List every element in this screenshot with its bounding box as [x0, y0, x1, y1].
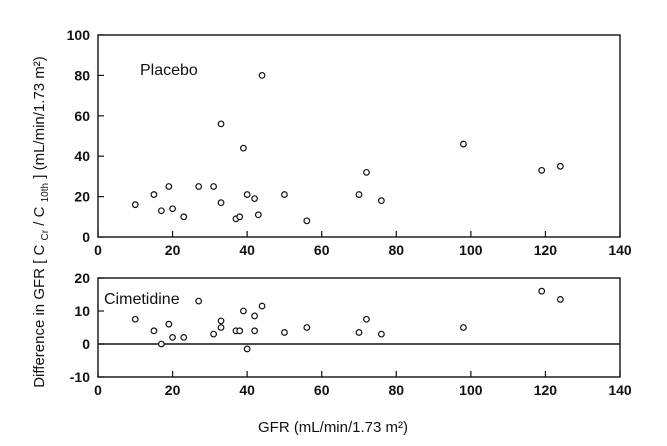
data-point	[217, 120, 225, 128]
y-axis-title-prefix: Difference in GFR	[31, 264, 48, 388]
data-point	[460, 140, 467, 148]
y-axis-ratio-numerator: C	[31, 245, 48, 256]
data-point	[258, 71, 266, 79]
data-point	[538, 166, 546, 174]
placebo-x-ticks: 0 20 40 60 80 100 120 140	[94, 231, 632, 258]
data-point	[217, 317, 225, 325]
placebo-panel: 0 20 40 60 80 100 120 140 0 20 40 60 80 100 Placebo	[67, 27, 632, 258]
data-point	[251, 327, 259, 335]
y-axis-title-suffix: (mL/min/1.73 m²)	[31, 56, 48, 170]
data-point	[131, 315, 139, 323]
data-point	[217, 324, 225, 331]
y-axis-bracket-open: [	[31, 259, 48, 264]
data-point	[157, 207, 165, 215]
cimetidine-points	[131, 287, 564, 353]
y-tick-label: 20	[74, 270, 90, 286]
data-point	[210, 183, 217, 190]
x-axis-title: GFR (mL/min/1.73 m²)	[258, 419, 408, 436]
data-point	[355, 191, 363, 198]
x-tick-label: 0	[94, 382, 102, 398]
data-point	[180, 213, 188, 221]
data-point	[217, 199, 225, 207]
cimetidine-plot-frame	[97, 277, 621, 378]
x-tick-label: 80	[388, 382, 404, 398]
data-point	[258, 302, 266, 310]
data-point	[150, 191, 158, 198]
data-point	[240, 307, 247, 315]
x-tick-label: 60	[314, 242, 330, 258]
data-point	[303, 324, 311, 331]
data-point	[355, 329, 363, 336]
x-tick-label: 40	[239, 242, 255, 258]
y-axis-ratio-numerator-sub: Cr	[40, 229, 51, 240]
x-tick-label: 140	[608, 242, 632, 258]
data-point	[243, 345, 251, 353]
x-tick-label: 80	[388, 242, 404, 258]
data-point	[180, 334, 188, 341]
data-point	[157, 340, 165, 348]
y-tick-label: -10	[70, 369, 90, 385]
data-point	[169, 334, 176, 341]
x-tick-label: 140	[608, 382, 632, 398]
x-tick-label: 120	[534, 382, 558, 398]
data-point	[236, 213, 244, 221]
y-tick-label: 0	[82, 229, 90, 245]
x-tick-label: 0	[94, 242, 102, 258]
data-point	[195, 297, 203, 305]
cimetidine-x-ticks: 0 20 40 60 80 100 120 140	[94, 371, 632, 398]
data-point	[210, 330, 217, 338]
y-axis-ratio-slash: /	[31, 221, 48, 226]
y-tick-label: 0	[82, 336, 90, 352]
data-point	[377, 330, 385, 338]
x-tick-label: 40	[239, 382, 255, 398]
placebo-y-ticks: 0 20 40 60 80 100	[67, 27, 104, 245]
data-point	[236, 327, 244, 335]
data-point	[460, 324, 467, 331]
x-tick-label: 20	[165, 382, 181, 398]
data-point	[556, 296, 564, 303]
data-point	[254, 211, 262, 219]
x-tick-label: 60	[314, 382, 330, 398]
data-point	[556, 162, 564, 170]
data-point	[251, 195, 259, 203]
data-point	[169, 205, 176, 213]
data-point	[165, 320, 173, 328]
placebo-points	[131, 71, 564, 225]
y-tick-label: 60	[74, 108, 90, 124]
data-point	[363, 315, 370, 323]
y-tick-label: 100	[67, 27, 91, 43]
data-point	[281, 191, 288, 198]
cimetidine-y-ticks: 20 10 0 -10	[70, 270, 104, 385]
x-tick-label: 100	[459, 242, 483, 258]
data-point	[251, 312, 259, 320]
data-point	[303, 217, 311, 225]
y-axis-bracket-close: ]	[31, 175, 48, 179]
y-axis-ratio-denominator-sub: 10th	[40, 183, 51, 202]
placebo-plot-frame	[97, 34, 621, 238]
data-point	[240, 144, 247, 152]
data-point	[165, 183, 173, 190]
y-tick-label: 10	[74, 303, 90, 319]
x-tick-label: 20	[165, 242, 181, 258]
cimetidine-panel-label: Cimetidine	[104, 291, 180, 308]
data-point	[377, 197, 385, 205]
data-point	[538, 287, 546, 295]
y-tick-label: 20	[74, 189, 90, 205]
data-point	[131, 201, 139, 209]
data-point	[150, 327, 158, 335]
y-tick-label: 80	[74, 67, 90, 83]
x-tick-label: 120	[534, 242, 558, 258]
placebo-panel-label: Placebo	[140, 62, 198, 79]
data-point	[363, 168, 370, 176]
y-axis-title: Difference in GFR [ C Cr / C 10th ] (mL/…	[31, 56, 52, 388]
x-tick-label: 100	[459, 382, 483, 398]
y-tick-label: 40	[74, 148, 90, 164]
data-point	[281, 329, 288, 336]
data-point	[195, 183, 203, 190]
data-point	[243, 191, 251, 198]
y-axis-ratio-denominator: C	[31, 206, 48, 217]
